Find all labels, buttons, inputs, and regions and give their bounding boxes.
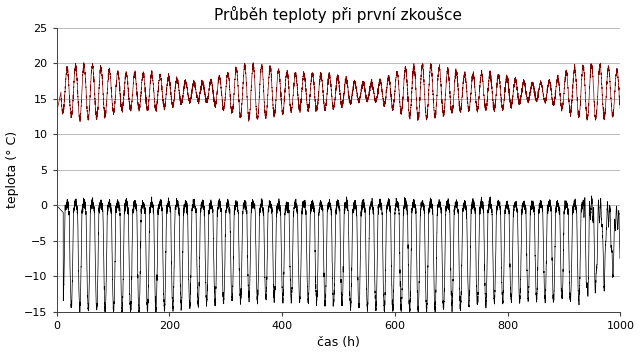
Y-axis label: teplota (° C): teplota (° C) [6,131,19,208]
X-axis label: čas (h): čas (h) [317,337,360,349]
Title: Průběh teploty při první zkoušce: Průběh teploty při první zkoušce [214,6,463,23]
